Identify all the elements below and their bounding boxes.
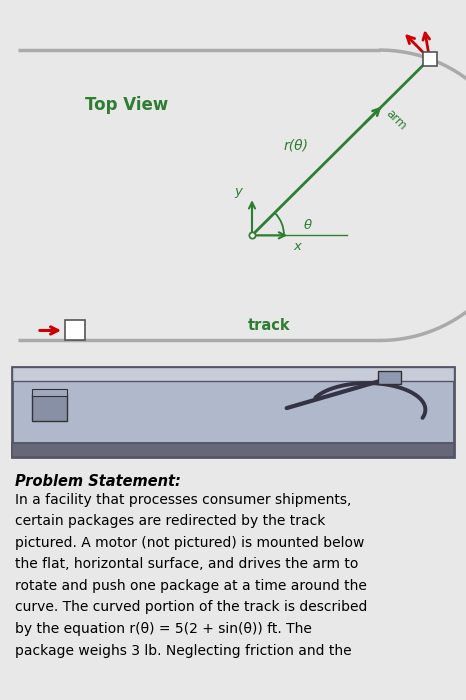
Text: r(θ): r(θ) — [284, 139, 309, 153]
Text: y: y — [234, 186, 242, 198]
Text: the flat, horizontal surface, and drives the arm to: the flat, horizontal surface, and drives… — [15, 557, 358, 571]
Bar — [32, 389, 68, 396]
Text: rotate and push one package at a time around the: rotate and push one package at a time ar… — [15, 579, 367, 593]
Bar — [12, 443, 454, 457]
Bar — [378, 370, 401, 384]
Text: by the equation r(θ) = 5(2 + sin(θ)) ft. The: by the equation r(θ) = 5(2 + sin(θ)) ft.… — [15, 622, 312, 636]
Text: curve. The curved portion of the track is described: curve. The curved portion of the track i… — [15, 601, 367, 615]
Text: package weighs 3 lb. Neglecting friction and the: package weighs 3 lb. Neglecting friction… — [15, 643, 352, 657]
FancyBboxPatch shape — [12, 367, 454, 457]
Text: Problem Statement:: Problem Statement: — [15, 474, 181, 489]
Text: In a facility that processes consumer shipments,: In a facility that processes consumer sh… — [15, 493, 351, 507]
Text: track: track — [248, 318, 291, 333]
Text: Top View: Top View — [85, 96, 168, 114]
Text: certain packages are redirected by the track: certain packages are redirected by the t… — [15, 514, 325, 528]
Text: θ: θ — [304, 219, 312, 232]
Bar — [65, 321, 85, 340]
Bar — [32, 394, 68, 421]
Text: x: x — [293, 240, 301, 253]
Text: pictured. A motor (not pictured) is mounted below: pictured. A motor (not pictured) is moun… — [15, 536, 364, 550]
Bar — [423, 52, 437, 66]
Bar — [12, 367, 454, 382]
Text: arm: arm — [383, 107, 409, 133]
